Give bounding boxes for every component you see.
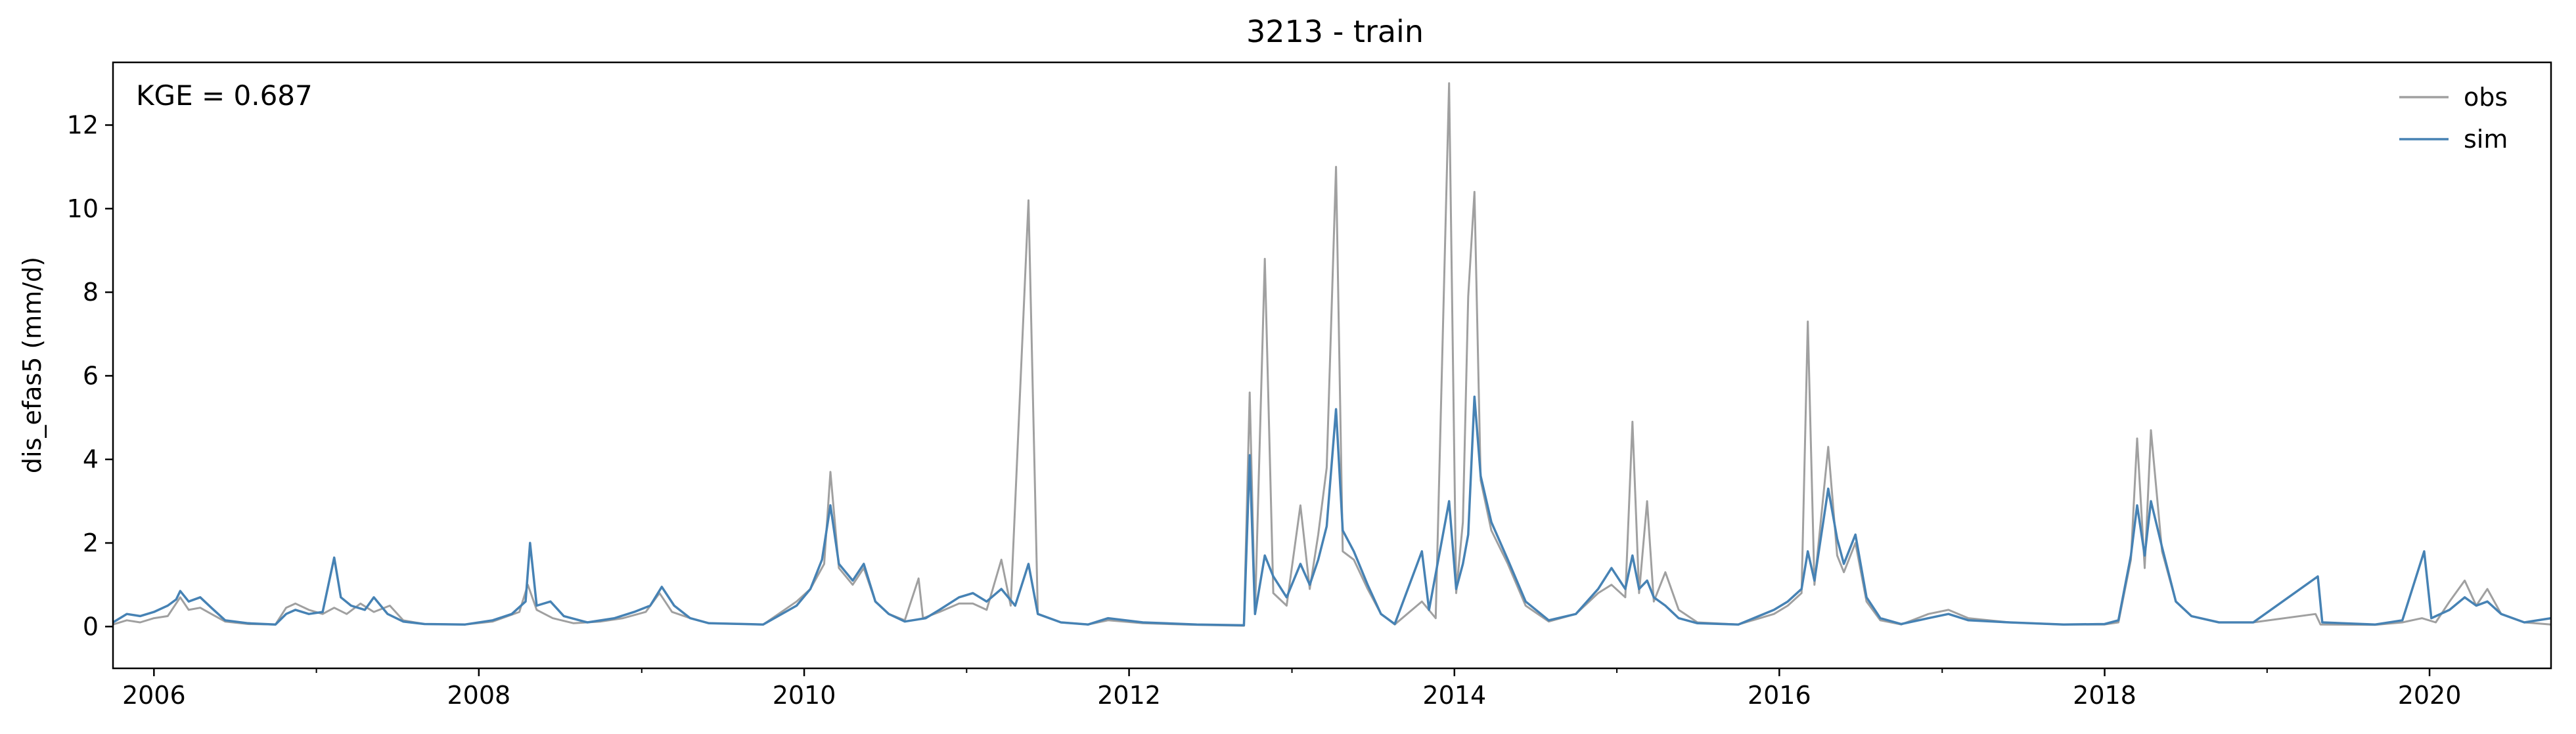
y-tick-label: 10 <box>67 194 99 223</box>
x-tick-label: 2012 <box>1097 681 1161 710</box>
y-tick-label: 0 <box>83 612 99 641</box>
x-tick-label: 2010 <box>773 681 836 710</box>
y-tick-label: 6 <box>83 361 99 390</box>
x-tick-label: 2008 <box>447 681 510 710</box>
y-tick-label: 8 <box>83 278 99 307</box>
kge-annotation: KGE = 0.687 <box>136 79 313 112</box>
y-tick-label: 4 <box>83 445 99 474</box>
y-tick-label: 2 <box>83 529 99 557</box>
x-tick-label: 2014 <box>1422 681 1486 710</box>
y-axis-label: dis_efas5 (mm/d) <box>18 257 47 473</box>
series-line-sim <box>112 395 2552 627</box>
y-tick-label: 12 <box>67 110 99 139</box>
legend-obs-label: obs <box>2464 83 2508 112</box>
y-axis: 0 2 4 6 8 10 12 <box>67 110 113 641</box>
x-tick-label: 2020 <box>2398 681 2462 710</box>
plot-frame <box>112 61 2552 670</box>
x-tick-label: 2016 <box>1748 681 1811 710</box>
legend-sim-label: sim <box>2464 125 2508 154</box>
x-axis: 2006 2008 2010 2012 2014 2016 2018 2020 <box>122 668 2461 710</box>
series-layer <box>112 82 2552 627</box>
x-tick-label: 2018 <box>2073 681 2136 710</box>
x-tick-label: 2006 <box>122 681 186 710</box>
legend: obs sim <box>2399 83 2508 154</box>
chart-title: 3213 - train <box>1246 14 1424 49</box>
